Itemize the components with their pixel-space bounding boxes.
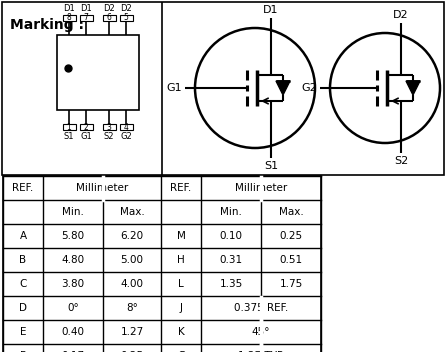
Text: D2: D2 <box>120 4 132 13</box>
Text: D1: D1 <box>63 4 75 13</box>
Text: K: K <box>178 327 184 337</box>
Text: 0.31: 0.31 <box>219 255 243 265</box>
Text: REF.: REF. <box>12 183 33 193</box>
Text: M: M <box>177 231 186 241</box>
Text: Millimeter: Millimeter <box>235 183 287 193</box>
Bar <box>57 35 139 110</box>
Bar <box>80 15 93 21</box>
Text: Min.: Min. <box>220 207 242 217</box>
Text: Marking :: Marking : <box>10 18 84 32</box>
Text: 4.00: 4.00 <box>120 279 144 289</box>
Text: 1.27 TYP.: 1.27 TYP. <box>238 351 285 352</box>
Text: S1: S1 <box>64 132 74 141</box>
Text: G2: G2 <box>301 83 317 93</box>
Text: 0.25: 0.25 <box>120 351 144 352</box>
Text: E: E <box>20 327 26 337</box>
Text: 0.51: 0.51 <box>280 255 302 265</box>
Text: 5.00: 5.00 <box>120 255 144 265</box>
Text: G1: G1 <box>166 83 182 93</box>
Text: D2: D2 <box>393 10 409 20</box>
Text: 4: 4 <box>124 122 128 132</box>
Text: Max.: Max. <box>120 207 145 217</box>
Text: 6: 6 <box>107 13 112 23</box>
Bar <box>3 176 321 352</box>
Bar <box>80 124 93 130</box>
Polygon shape <box>276 81 290 95</box>
Text: G2: G2 <box>120 132 132 141</box>
Text: D1: D1 <box>263 5 279 15</box>
Text: 2: 2 <box>84 122 88 132</box>
Text: Max.: Max. <box>279 207 303 217</box>
Text: G: G <box>177 351 185 352</box>
Text: 7: 7 <box>83 13 88 23</box>
Text: 0.375 REF.: 0.375 REF. <box>234 303 288 313</box>
Text: J: J <box>179 303 182 313</box>
Text: 3.80: 3.80 <box>62 279 85 289</box>
Text: S1: S1 <box>264 161 278 171</box>
Text: S2: S2 <box>394 156 408 166</box>
Text: B: B <box>20 255 27 265</box>
Text: 6.20: 6.20 <box>120 231 144 241</box>
Bar <box>63 15 76 21</box>
Text: Min.: Min. <box>62 207 84 217</box>
Text: 5.80: 5.80 <box>62 231 85 241</box>
Bar <box>2 2 444 175</box>
Text: 0.10: 0.10 <box>219 231 243 241</box>
Text: 1.27: 1.27 <box>120 327 144 337</box>
Text: A: A <box>20 231 27 241</box>
Bar <box>120 124 133 130</box>
Text: H: H <box>177 255 185 265</box>
Text: G1: G1 <box>80 132 92 141</box>
Text: Millimeter: Millimeter <box>76 183 128 193</box>
Bar <box>63 124 76 130</box>
Text: 1.75: 1.75 <box>279 279 303 289</box>
Text: 45°: 45° <box>252 327 270 337</box>
Bar <box>120 15 133 21</box>
Text: 0.17: 0.17 <box>62 351 85 352</box>
Text: 0°: 0° <box>67 303 79 313</box>
Text: 1.35: 1.35 <box>219 279 243 289</box>
Text: S2: S2 <box>104 132 114 141</box>
Text: D2: D2 <box>103 4 115 13</box>
Text: REF.: REF. <box>170 183 192 193</box>
Text: F: F <box>20 351 26 352</box>
Text: D1: D1 <box>80 4 92 13</box>
Text: 8: 8 <box>66 13 71 23</box>
Polygon shape <box>406 81 420 95</box>
Text: 3: 3 <box>107 122 112 132</box>
Bar <box>103 15 116 21</box>
Text: 0.25: 0.25 <box>280 231 302 241</box>
Bar <box>103 124 116 130</box>
Text: 5: 5 <box>124 13 128 23</box>
Text: 1: 1 <box>66 122 71 132</box>
Text: C: C <box>19 279 27 289</box>
Text: 8°: 8° <box>126 303 138 313</box>
Text: L: L <box>178 279 184 289</box>
Text: 0.40: 0.40 <box>62 327 84 337</box>
Text: 4.80: 4.80 <box>62 255 85 265</box>
Text: D: D <box>19 303 27 313</box>
